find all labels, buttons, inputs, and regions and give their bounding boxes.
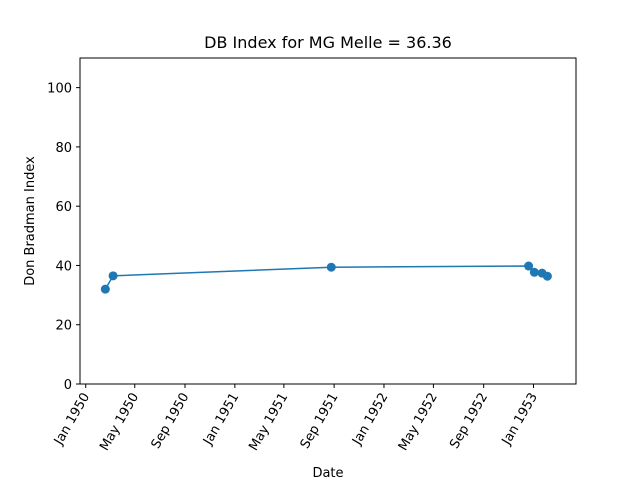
data-point [326, 262, 336, 272]
data-point [524, 261, 534, 271]
y-tick-label: 40 [55, 259, 72, 274]
data-point [529, 267, 539, 277]
y-tick-label: 20 [55, 319, 72, 334]
y-tick-label: 0 [64, 378, 72, 393]
data-point [542, 271, 552, 281]
y-axis-title: Don Bradman Index [23, 156, 38, 286]
data-point [108, 271, 118, 281]
chart-title: DB Index for MG Melle = 36.36 [204, 33, 452, 52]
plot-frame [79, 57, 577, 385]
y-tick-label: 80 [55, 141, 72, 156]
y-tick-label: 100 [47, 82, 72, 97]
data-point [100, 284, 110, 294]
x-axis-title: Date [312, 466, 343, 480]
y-tick-label: 60 [55, 200, 72, 215]
